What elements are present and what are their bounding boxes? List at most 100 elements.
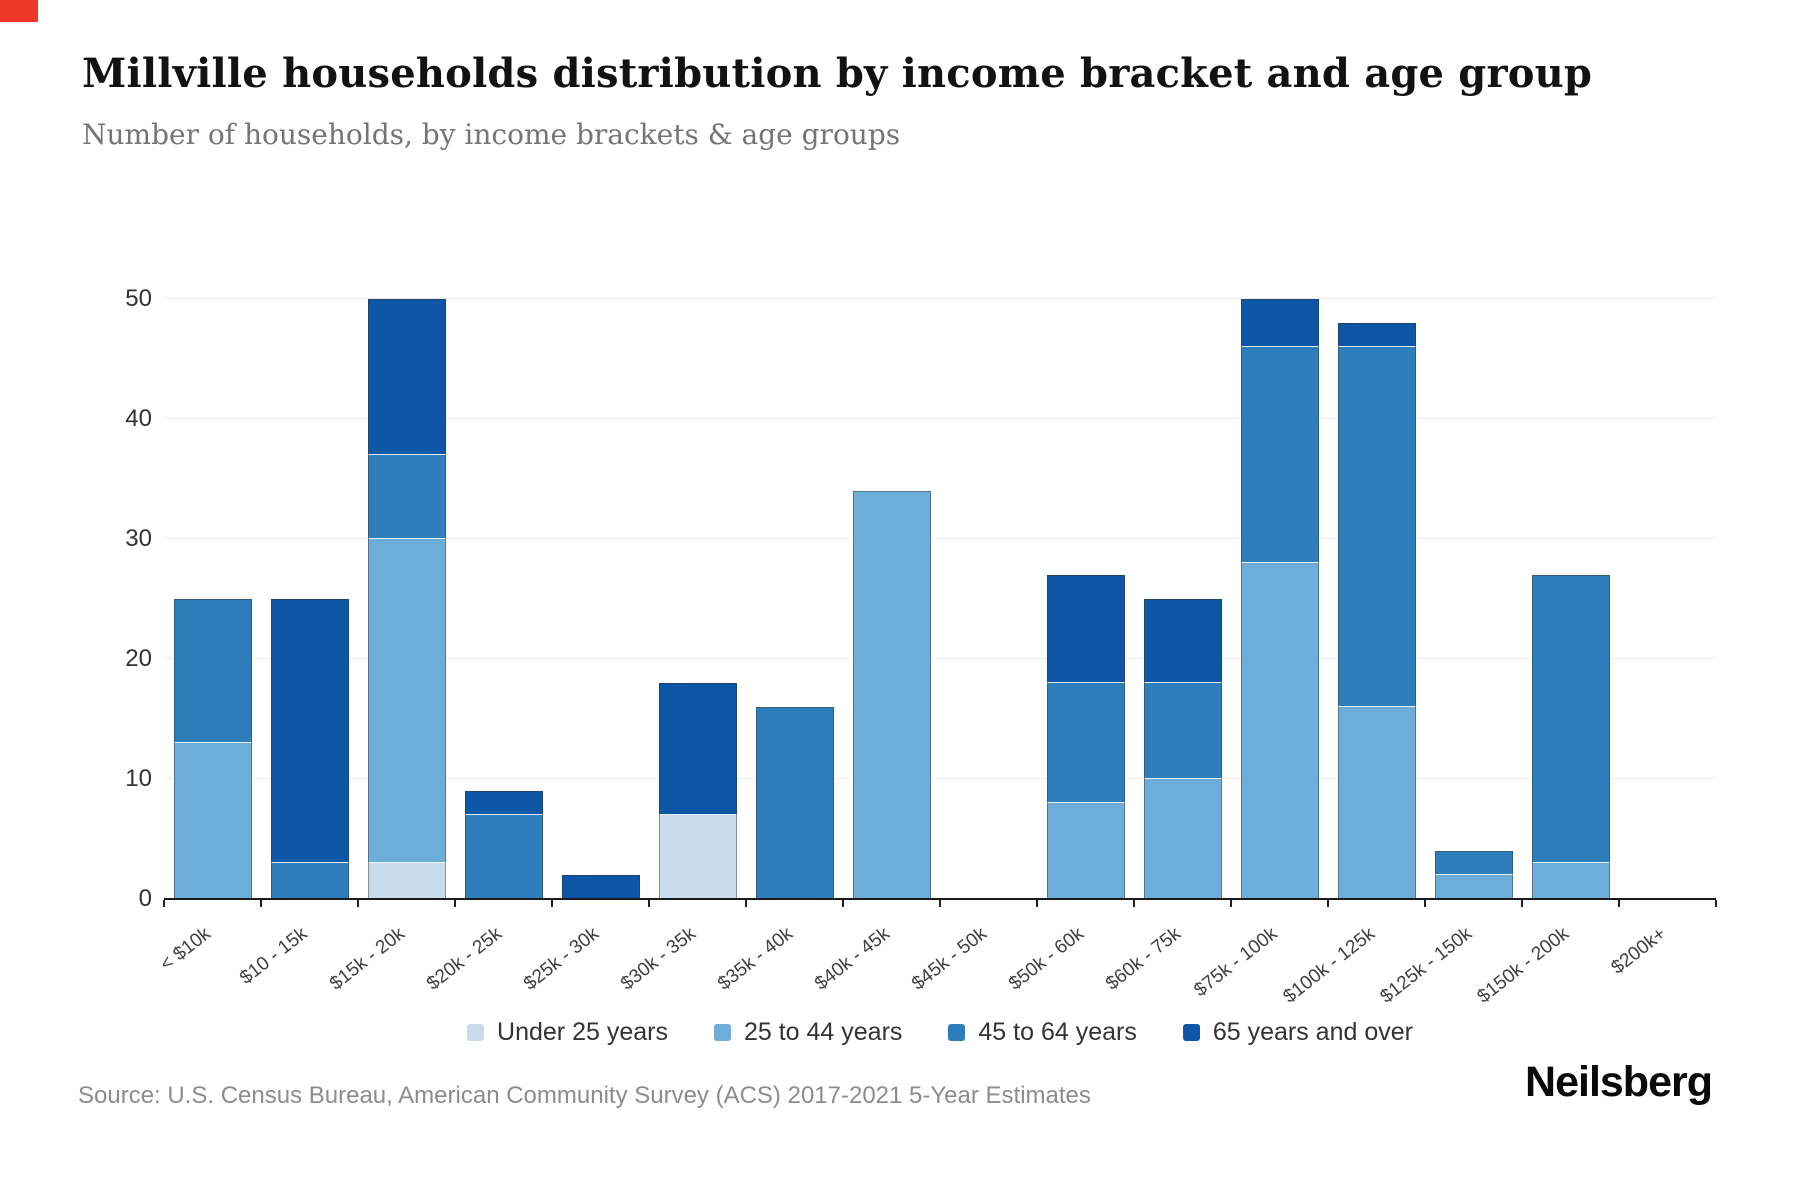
x-axis-label: $35k - 40k bbox=[713, 923, 797, 995]
gridline-y-50 bbox=[164, 298, 1716, 299]
segment-25-to-44-years[interactable] bbox=[1046, 803, 1125, 899]
y-axis-tick-label: 0 bbox=[138, 885, 152, 912]
x-axis-label: $15k - 20k bbox=[325, 923, 409, 995]
segment-25-to-44-years[interactable] bbox=[1531, 863, 1610, 899]
bar-50k-60k[interactable] bbox=[1046, 575, 1125, 899]
x-axis-tick bbox=[1521, 900, 1523, 907]
segment-45-to-64-years[interactable] bbox=[1143, 683, 1222, 779]
x-axis-tick bbox=[1618, 900, 1620, 907]
x-axis-tick bbox=[939, 900, 941, 907]
x-axis-label: $200k+ bbox=[1607, 923, 1670, 979]
x-axis-label: $60k - 75k bbox=[1101, 923, 1185, 995]
segment-65-years-and-over[interactable] bbox=[561, 875, 640, 899]
legend-swatch bbox=[948, 1023, 966, 1041]
x-axis-tick bbox=[1424, 900, 1426, 907]
y-axis-tick-label: 50 bbox=[125, 285, 152, 312]
segment-45-to-64-years[interactable] bbox=[173, 599, 252, 743]
gridline-y-30 bbox=[164, 538, 1716, 539]
segment-45-to-64-years[interactable] bbox=[1531, 575, 1610, 863]
chart-title: Millville households distribution by inc… bbox=[82, 50, 1593, 97]
y-axis-tick-label: 10 bbox=[125, 765, 152, 792]
bar-60k-75k[interactable] bbox=[1143, 599, 1222, 899]
segment-45-to-64-years[interactable] bbox=[1240, 347, 1319, 563]
x-axis-label: $20k - 25k bbox=[422, 923, 506, 995]
x-axis-label: $45k - 50k bbox=[907, 923, 991, 995]
segment-under-25-years[interactable] bbox=[658, 815, 737, 899]
x-axis-line bbox=[164, 898, 1716, 900]
segment-65-years-and-over[interactable] bbox=[270, 599, 349, 863]
segment-65-years-and-over[interactable] bbox=[1240, 299, 1319, 347]
segment-45-to-64-years[interactable] bbox=[367, 455, 446, 539]
x-axis-tick bbox=[357, 900, 359, 907]
segment-45-to-64-years[interactable] bbox=[1046, 683, 1125, 803]
y-axis-tick-label: 20 bbox=[125, 645, 152, 672]
x-axis-tick bbox=[163, 900, 165, 907]
x-axis-tick bbox=[842, 900, 844, 907]
x-axis-tick bbox=[551, 900, 553, 907]
legend-item-65-years-and-over[interactable]: 65 years and over bbox=[1182, 1018, 1413, 1047]
segment-25-to-44-years[interactable] bbox=[1240, 563, 1319, 899]
x-axis-label: $30k - 35k bbox=[616, 923, 700, 995]
segment-25-to-44-years[interactable] bbox=[852, 491, 931, 899]
y-axis-tick-label: 30 bbox=[125, 525, 152, 552]
neilsberg-logo: Neilsberg bbox=[1525, 1058, 1713, 1106]
bar-25k-30k[interactable] bbox=[561, 875, 640, 899]
segment-65-years-and-over[interactable] bbox=[1337, 323, 1416, 347]
segment-45-to-64-years[interactable] bbox=[755, 707, 834, 899]
segment-45-to-64-years[interactable] bbox=[1434, 851, 1513, 875]
legend-item-under-25-years[interactable]: Under 25 years bbox=[467, 1018, 668, 1047]
segment-25-to-44-years[interactable] bbox=[367, 539, 446, 863]
legend-swatch bbox=[1182, 1023, 1200, 1041]
bar-30k-35k[interactable] bbox=[658, 683, 737, 899]
segment-25-to-44-years[interactable] bbox=[1434, 875, 1513, 899]
segment-65-years-and-over[interactable] bbox=[1046, 575, 1125, 683]
x-axis-label: $125k - 150k bbox=[1376, 923, 1476, 1008]
segment-65-years-and-over[interactable] bbox=[464, 791, 543, 815]
bar-40k-45k[interactable] bbox=[852, 491, 931, 899]
legend-item-25-to-44-years[interactable]: 25 to 44 years bbox=[713, 1017, 903, 1047]
segment-25-to-44-years[interactable] bbox=[1337, 707, 1416, 899]
y-axis-tick-label: 40 bbox=[125, 405, 152, 432]
bar-100k-125k[interactable] bbox=[1337, 323, 1416, 899]
bar-125k-150k[interactable] bbox=[1434, 851, 1513, 899]
segment-65-years-and-over[interactable] bbox=[367, 299, 446, 455]
x-axis-tick bbox=[648, 900, 650, 907]
x-axis-label: $100k - 125k bbox=[1279, 923, 1379, 1008]
chart-subtitle: Number of households, by income brackets… bbox=[82, 118, 901, 151]
segment-45-to-64-years[interactable] bbox=[464, 815, 543, 899]
legend-item-45-to-64-years[interactable]: 45 to 64 years bbox=[948, 1017, 1137, 1047]
segment-65-years-and-over[interactable] bbox=[1143, 599, 1222, 683]
x-axis-tick bbox=[260, 900, 262, 907]
brand-accent-mark bbox=[0, 0, 38, 22]
segment-45-to-64-years[interactable] bbox=[1337, 347, 1416, 707]
x-axis-tick bbox=[1036, 900, 1038, 907]
bar-15k-20k[interactable] bbox=[367, 299, 446, 899]
segment-under-25-years[interactable] bbox=[367, 863, 446, 899]
x-axis-tick bbox=[454, 900, 456, 907]
bar-20k-25k[interactable] bbox=[464, 791, 543, 899]
bar-10k[interactable] bbox=[173, 599, 252, 899]
x-axis-tick bbox=[1327, 900, 1329, 907]
x-axis-label: $25k - 30k bbox=[519, 923, 603, 995]
stacked-bar-chart-plot-area: 0 10 20 30 40 50 < $10k $10 - 15k $15k - 20k $20k… bbox=[0, 287, 1800, 1008]
x-axis-tick bbox=[1133, 900, 1135, 907]
segment-45-to-64-years[interactable] bbox=[270, 863, 349, 899]
bar-10-15k[interactable] bbox=[270, 599, 349, 899]
bar-35k-40k[interactable] bbox=[755, 707, 834, 899]
segment-65-years-and-over[interactable] bbox=[658, 683, 737, 815]
x-axis-label: $150k - 200k bbox=[1473, 923, 1573, 1008]
gridline-y-40 bbox=[164, 418, 1716, 419]
segment-25-to-44-years[interactable] bbox=[1143, 779, 1222, 899]
chart-legend: Under 25 years 25 to 44 years 45 to 64 yea… bbox=[164, 1012, 1716, 1052]
x-axis-tick bbox=[745, 900, 747, 907]
legend-label: Under 25 years bbox=[497, 1017, 668, 1046]
segment-25-to-44-years[interactable] bbox=[173, 743, 252, 899]
x-axis-label: $50k - 60k bbox=[1004, 923, 1088, 995]
legend-label: 45 to 64 years bbox=[978, 1017, 1137, 1046]
x-axis-label: $75k - 100k bbox=[1190, 923, 1282, 1002]
bar-150k-200k[interactable] bbox=[1531, 575, 1610, 899]
legend-swatch bbox=[713, 1023, 731, 1041]
legend-label: 25 to 44 years bbox=[743, 1017, 903, 1046]
bar-75k-100k[interactable] bbox=[1240, 299, 1319, 899]
